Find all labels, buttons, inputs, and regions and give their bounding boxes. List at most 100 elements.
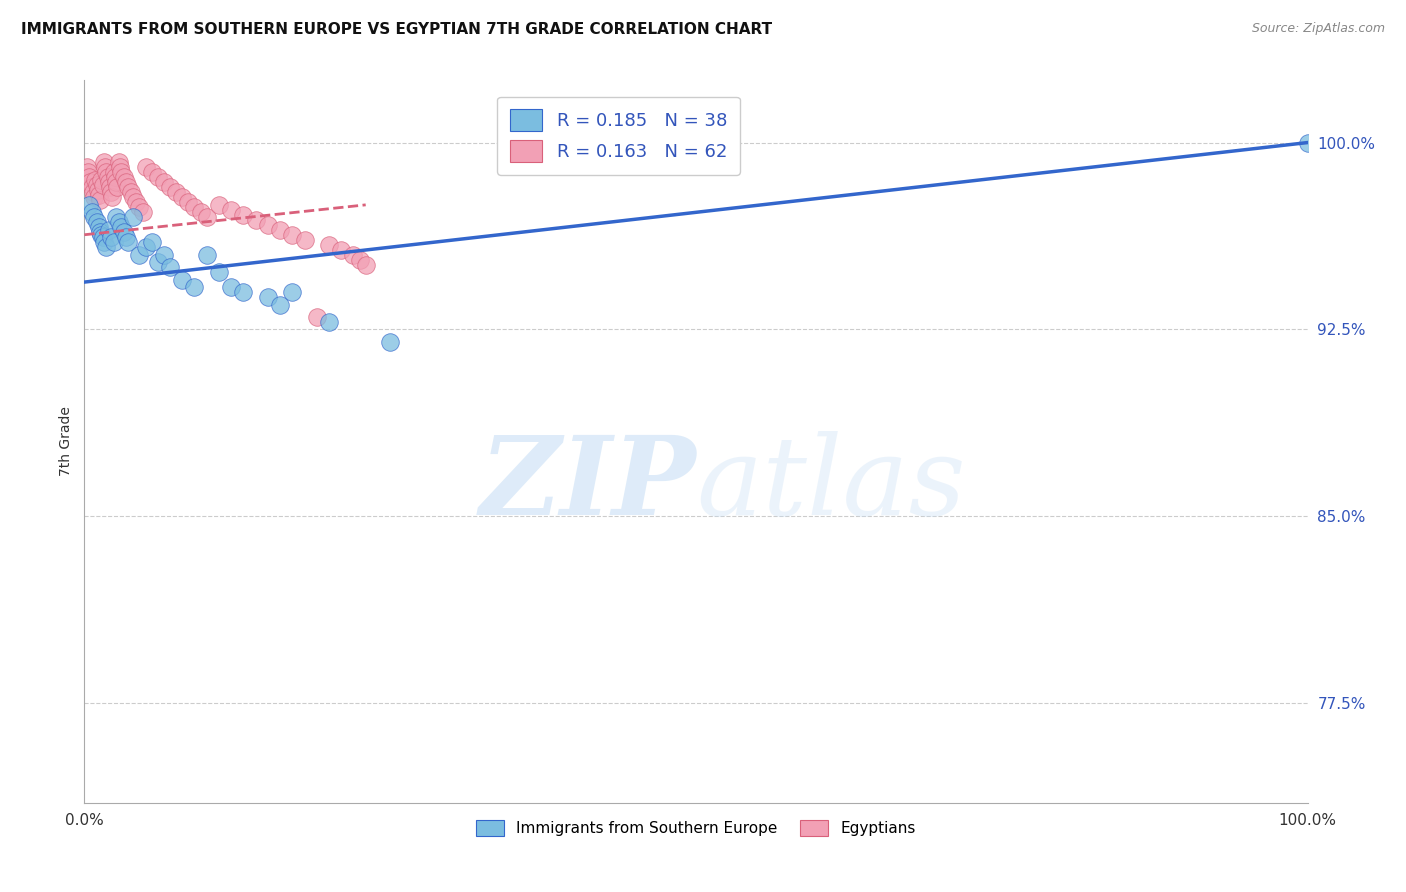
Point: [80, 205, 103, 219]
Point: [103, 165, 125, 179]
Point: [115, 176, 138, 190]
Point: [208, 265, 231, 279]
Point: [83, 190, 105, 204]
Point: [125, 195, 148, 210]
Text: atlas: atlas: [696, 431, 966, 539]
Point: [146, 170, 169, 185]
Text: Source: ZipAtlas.com: Source: ZipAtlas.com: [1251, 22, 1385, 36]
Point: [90, 227, 112, 242]
Point: [141, 235, 163, 250]
Point: [269, 223, 291, 237]
Point: [93, 155, 115, 169]
Point: [100, 186, 122, 200]
Point: [120, 186, 142, 200]
Point: [101, 190, 124, 204]
Point: [177, 195, 200, 210]
Point: [117, 180, 139, 194]
Point: [86, 178, 108, 192]
Point: [107, 215, 129, 229]
Point: [77, 198, 100, 212]
Point: [91, 230, 114, 244]
Point: [97, 176, 120, 190]
Point: [153, 176, 176, 190]
Point: [86, 215, 108, 229]
Point: [108, 161, 131, 175]
Point: [183, 200, 205, 214]
Point: [165, 186, 187, 200]
Point: [83, 211, 105, 225]
Point: [153, 248, 176, 262]
Point: [172, 190, 194, 204]
Point: [79, 176, 101, 190]
Point: [132, 205, 155, 219]
Point: [87, 220, 110, 235]
Point: [105, 211, 128, 225]
Point: [141, 165, 163, 179]
Point: [159, 260, 181, 274]
Point: [245, 212, 267, 227]
Point: [219, 280, 242, 294]
Point: [98, 180, 121, 194]
Y-axis label: 7th Grade: 7th Grade: [59, 407, 73, 476]
Point: [107, 155, 129, 169]
Point: [110, 165, 132, 179]
Point: [97, 223, 120, 237]
Point: [105, 176, 128, 190]
Point: [103, 235, 125, 250]
Point: [84, 173, 107, 187]
Point: [146, 255, 169, 269]
Point: [232, 208, 254, 222]
Point: [159, 180, 181, 194]
Point: [112, 225, 135, 239]
Point: [100, 230, 122, 244]
Point: [96, 165, 118, 179]
Point: [232, 285, 254, 299]
Point: [112, 170, 135, 185]
Point: [115, 230, 138, 244]
Point: [281, 227, 304, 242]
Point: [257, 218, 280, 232]
Point: [294, 233, 316, 247]
Legend: Immigrants from Southern Europe, Egyptians: Immigrants from Southern Europe, Egyptia…: [470, 814, 922, 842]
Point: [97, 170, 120, 185]
Point: [91, 178, 114, 192]
Point: [195, 211, 218, 225]
Point: [87, 187, 110, 202]
Point: [80, 180, 103, 194]
Point: [318, 237, 340, 252]
Point: [354, 258, 377, 272]
Point: [1296, 136, 1319, 150]
Point: [104, 170, 127, 185]
Point: [87, 183, 110, 197]
Point: [77, 170, 100, 185]
Point: [105, 180, 128, 194]
Point: [89, 225, 111, 239]
Point: [208, 198, 231, 212]
Point: [122, 211, 145, 225]
Point: [117, 235, 139, 250]
Point: [342, 248, 364, 262]
Point: [94, 161, 117, 175]
Point: [82, 186, 104, 200]
Point: [135, 240, 157, 254]
Text: IMMIGRANTS FROM SOUTHERN EUROPE VS EGYPTIAN 7TH GRADE CORRELATION CHART: IMMIGRANTS FROM SOUTHERN EUROPE VS EGYPT…: [21, 22, 772, 37]
Point: [305, 310, 328, 324]
Point: [93, 235, 115, 250]
Point: [122, 190, 145, 204]
Point: [269, 297, 291, 311]
Point: [318, 315, 340, 329]
Point: [90, 173, 112, 187]
Point: [195, 248, 218, 262]
Point: [77, 165, 100, 179]
Point: [128, 200, 150, 214]
Point: [330, 243, 353, 257]
Point: [76, 161, 98, 175]
Text: ZIP: ZIP: [479, 431, 696, 539]
Point: [380, 334, 402, 349]
Point: [219, 202, 242, 217]
Point: [89, 193, 111, 207]
Point: [190, 205, 212, 219]
Point: [257, 290, 280, 304]
Point: [135, 161, 157, 175]
Point: [183, 280, 205, 294]
